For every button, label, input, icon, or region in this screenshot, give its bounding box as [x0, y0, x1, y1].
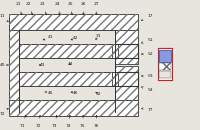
- Bar: [9, 100, 138, 116]
- Text: 45: 45: [45, 91, 53, 95]
- Text: 26: 26: [81, 2, 86, 15]
- Text: 53: 53: [142, 74, 153, 78]
- Text: 75: 75: [80, 115, 85, 128]
- Bar: [159, 50, 171, 62]
- Text: 21: 21: [16, 2, 22, 15]
- Bar: [19, 30, 115, 44]
- Bar: [159, 63, 171, 70]
- Text: 71: 71: [20, 115, 26, 128]
- Text: 42: 42: [71, 36, 78, 40]
- Text: 72: 72: [0, 108, 8, 116]
- Bar: [9, 18, 19, 112]
- Text: 11: 11: [0, 14, 8, 22]
- Text: 51: 51: [141, 38, 153, 43]
- Text: 40: 40: [0, 63, 8, 67]
- Text: 25: 25: [68, 2, 73, 15]
- Text: 22: 22: [26, 2, 33, 15]
- Text: 74: 74: [66, 115, 71, 128]
- Text: 17: 17: [141, 14, 153, 21]
- Text: 46: 46: [71, 91, 78, 95]
- Text: 24: 24: [55, 2, 60, 15]
- Text: 43: 43: [39, 63, 45, 67]
- Bar: [19, 72, 115, 86]
- Text: 27: 27: [94, 2, 99, 15]
- Text: 76: 76: [94, 115, 99, 128]
- Text: 54: 54: [141, 87, 153, 92]
- Bar: [115, 30, 138, 64]
- Text: 73: 73: [52, 115, 57, 128]
- Bar: [9, 14, 138, 30]
- Bar: [9, 100, 138, 116]
- Bar: [115, 30, 138, 64]
- Text: 32: 32: [96, 92, 101, 96]
- Bar: [112, 44, 118, 58]
- Text: 72: 72: [36, 115, 41, 128]
- Bar: [115, 66, 138, 100]
- Bar: [158, 48, 172, 80]
- Bar: [19, 44, 115, 58]
- Text: 52: 52: [142, 52, 153, 56]
- Bar: [112, 72, 118, 86]
- Bar: [19, 58, 115, 72]
- Text: 23: 23: [40, 2, 47, 15]
- Bar: [19, 72, 115, 86]
- Text: 31: 31: [96, 34, 101, 40]
- Bar: [19, 86, 115, 100]
- Text: 44: 44: [68, 62, 73, 66]
- Bar: [19, 44, 115, 58]
- Bar: [159, 63, 171, 70]
- Text: 41: 41: [43, 35, 53, 40]
- Bar: [112, 44, 118, 58]
- Text: 77: 77: [142, 108, 153, 112]
- Bar: [112, 72, 118, 86]
- Bar: [9, 18, 19, 112]
- Bar: [115, 66, 138, 100]
- Bar: [9, 14, 138, 30]
- Bar: [159, 71, 171, 78]
